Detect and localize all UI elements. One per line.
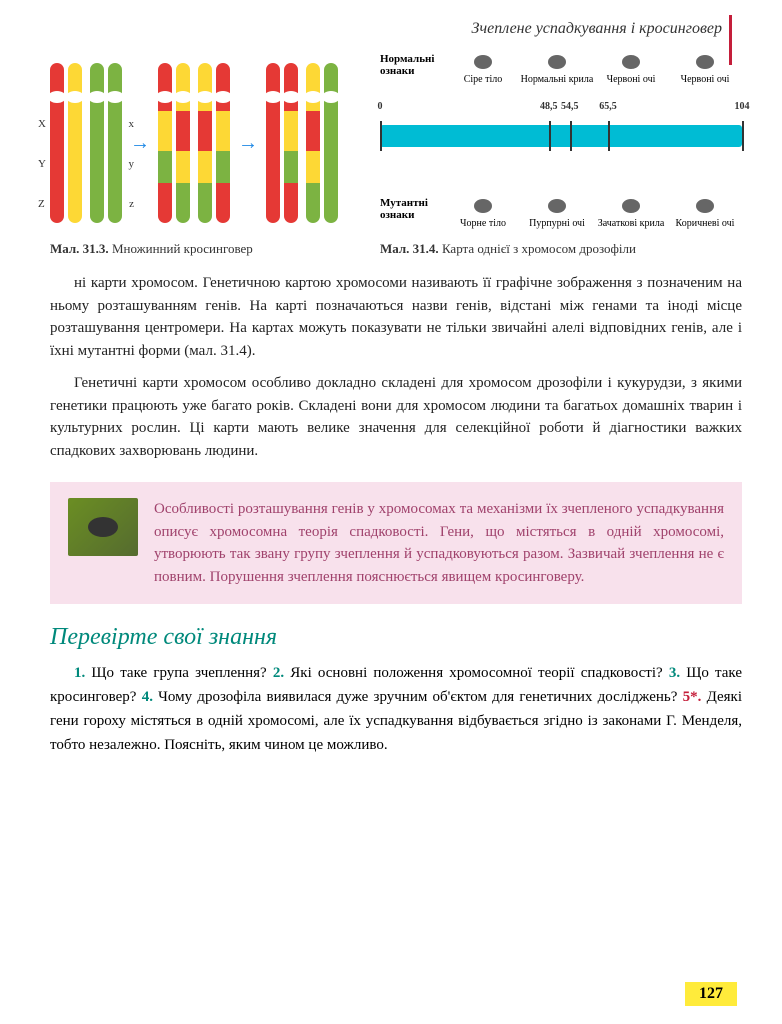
questions-list: 1. Що таке група зчеплення? 2. Які основ…: [50, 661, 742, 757]
questions-title: Перевірте свої знання: [50, 624, 742, 651]
figures-row: X Y Z x y z →: [50, 53, 742, 257]
section-title: Зчеплене успадкування і кросинговер: [50, 20, 742, 38]
figure-chromosome-map: Нормальні ознаки Сіре тіло Нормальні кри…: [380, 53, 742, 257]
paragraph-1: ні карти хромосом. Генетичною картою хро…: [50, 272, 742, 362]
summary-box: Особливості розташування генів у хромосо…: [50, 482, 742, 604]
summary-text: Особливості розташування генів у хромосо…: [154, 498, 724, 588]
figure-crossover: X Y Z x y z →: [50, 53, 360, 257]
paragraph-2: Генетичні карти хромосом особливо доклад…: [50, 372, 742, 462]
textbook-page: Зчеплене успадкування і кросинговер X Y …: [0, 0, 782, 1024]
arrow-icon: →: [238, 132, 258, 155]
figure-caption-left: Мал. 31.3. Множинний кросинговер: [50, 241, 360, 257]
chromosome-map-bar: 0 48,5 54,5 65,5 104: [380, 125, 742, 147]
chromosome-map-diagram: Нормальні ознаки Сіре тіло Нормальні кри…: [380, 53, 742, 233]
arrow-icon: →: [130, 132, 150, 155]
fly-photo: [68, 498, 138, 556]
figure-caption-right: Мал. 31.4. Карта однієї з хромосом дрозо…: [380, 241, 742, 257]
chromosome-diagram: X Y Z x y z →: [50, 53, 360, 233]
page-number: 127: [685, 982, 737, 1006]
body-text: ні карти хромосом. Генетичною картою хро…: [50, 272, 742, 462]
